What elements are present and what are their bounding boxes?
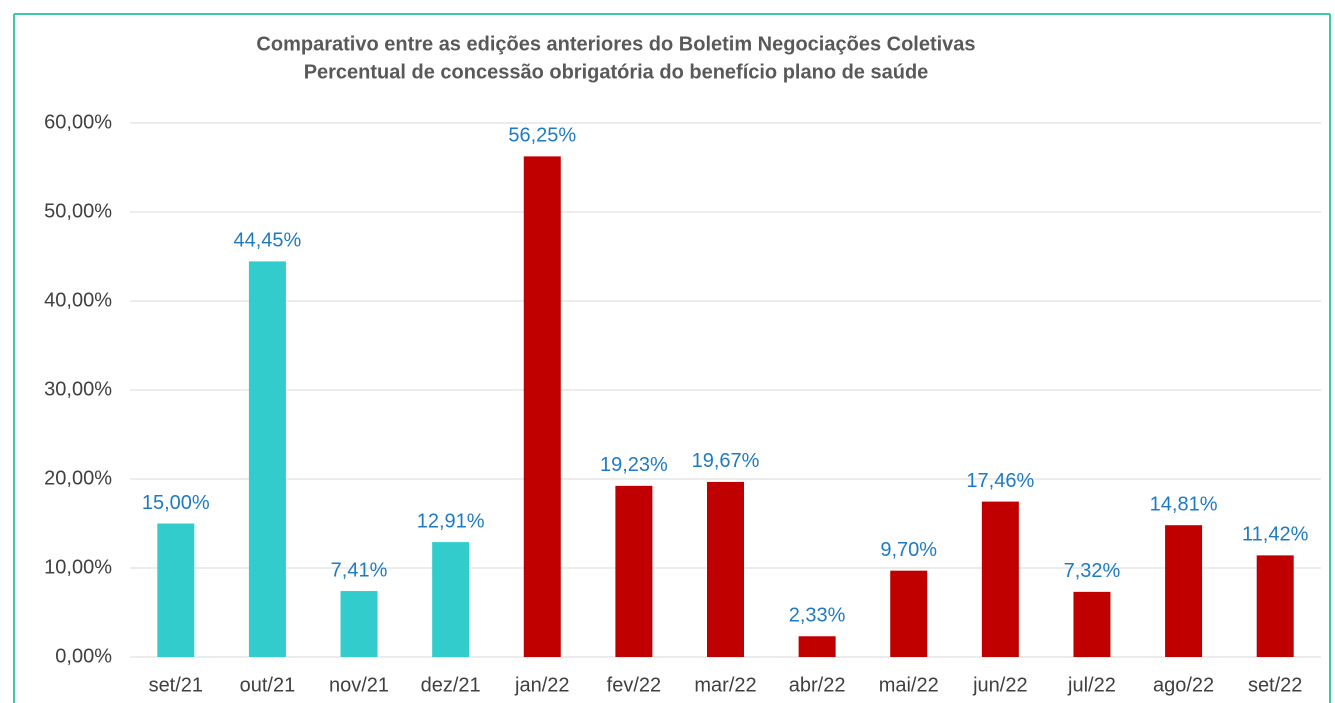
bar (890, 570, 928, 657)
chart-title: Comparativo entre as edições anteriores … (256, 33, 975, 55)
value-label: 19,67% (692, 450, 760, 472)
y-tick-label: 40,00% (44, 289, 112, 311)
y-tick-label: 50,00% (44, 200, 112, 222)
chart-subtitle: Percentual de concessão obrigatória do b… (304, 61, 929, 83)
x-tick-label: nov/21 (329, 674, 389, 696)
x-tick-label: set/21 (149, 674, 203, 696)
value-label: 19,23% (600, 454, 668, 476)
x-tick-label: set/22 (1248, 674, 1302, 696)
bar (707, 481, 744, 657)
value-label: 44,45% (234, 230, 302, 252)
bar (1165, 525, 1203, 657)
bar (432, 542, 470, 657)
x-tick-label: mar/22 (694, 674, 756, 696)
bar (1256, 555, 1294, 657)
y-tick-label: 60,00% (44, 111, 112, 133)
value-label: 9,70% (880, 539, 937, 561)
value-label: 11,42% (1242, 524, 1309, 546)
x-tick-label: ago/22 (1153, 674, 1214, 696)
value-label: 14,81% (1150, 493, 1218, 515)
x-tick-label: fev/22 (607, 674, 661, 696)
x-tick-label: jul/22 (1067, 674, 1116, 696)
value-label: 7,32% (1064, 560, 1121, 582)
bar (248, 261, 286, 657)
x-tick-label: abr/22 (789, 674, 846, 696)
x-tick-label: dez/21 (421, 674, 481, 696)
value-label: 17,46% (966, 470, 1034, 492)
bar (157, 523, 195, 657)
x-tick-label: jan/22 (514, 674, 570, 696)
x-tick-label: out/21 (240, 674, 296, 696)
bar (981, 501, 1019, 657)
value-label: 7,41% (331, 559, 388, 581)
bar (615, 485, 653, 657)
y-tick-label: 0,00% (55, 645, 112, 667)
y-tick-label: 30,00% (44, 378, 112, 400)
y-tick-label: 10,00% (44, 556, 112, 578)
x-tick-label: mai/22 (879, 674, 939, 696)
bar (1073, 591, 1111, 657)
value-label: 12,91% (417, 510, 485, 532)
bar (340, 591, 378, 657)
value-label: 15,00% (142, 492, 210, 514)
bar (798, 636, 836, 657)
bar (523, 156, 561, 657)
value-label: 56,25% (508, 125, 576, 147)
x-tick-label: jun/22 (972, 674, 1028, 696)
y-tick-label: 20,00% (44, 467, 112, 489)
value-label: 2,33% (789, 605, 846, 627)
